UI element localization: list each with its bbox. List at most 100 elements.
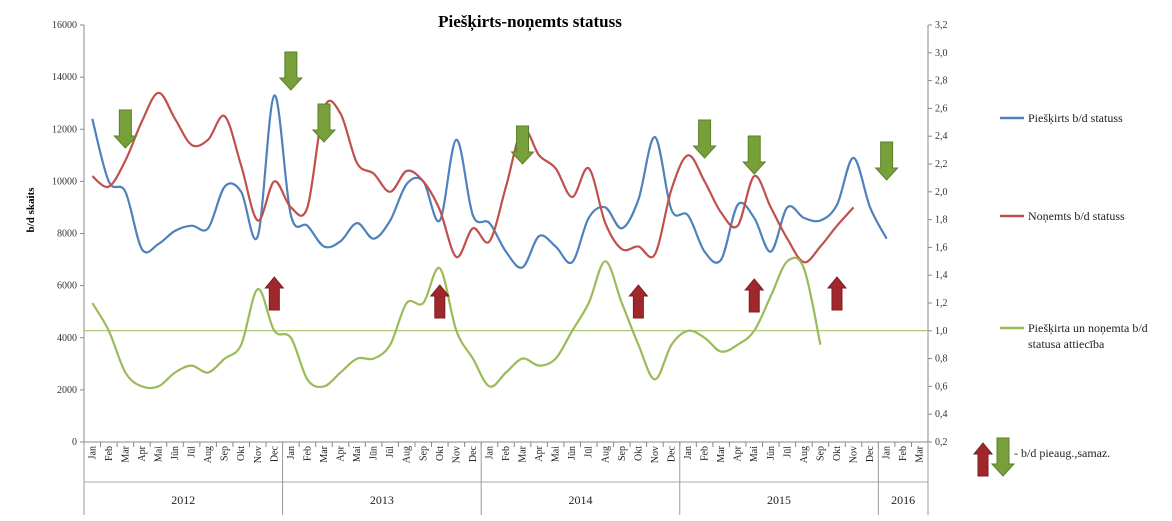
- y-right-tick-label: 2,8: [935, 76, 948, 87]
- month-label: Apr: [733, 445, 744, 461]
- decrease-arrow: [510, 125, 535, 165]
- month-label: Aug: [600, 446, 611, 463]
- month-label: Dec: [269, 445, 280, 462]
- y-left-tick-label: 14000: [52, 72, 77, 83]
- month-label: Jan: [286, 446, 297, 459]
- month-label: Jūn: [170, 446, 181, 460]
- month-label: Jūl: [584, 446, 595, 458]
- y-right-tick-label: 2,2: [935, 159, 948, 170]
- y-left-tick-label: 8000: [57, 229, 77, 240]
- y-right-tick-label: 0,2: [935, 437, 948, 448]
- y-right-tick-label: 1,4: [935, 270, 948, 281]
- arrow-legend: - b/d pieaug.,samaz.: [972, 437, 1110, 477]
- month-label: Okt: [236, 446, 247, 461]
- legend-increase-arrow-icon: [972, 442, 994, 477]
- month-label: Mar: [518, 445, 529, 462]
- year-label: 2013: [370, 493, 394, 507]
- y-right-tick-label: 1,2: [935, 298, 948, 309]
- decrease-arrow: [311, 103, 337, 143]
- month-label: Mar: [716, 445, 727, 462]
- month-label: Aug: [203, 446, 214, 463]
- y-left-tick-label: 6000: [57, 281, 77, 292]
- month-label: Mar: [319, 445, 330, 462]
- month-label: Mai: [153, 446, 164, 462]
- month-label: Jan: [484, 446, 495, 459]
- y-left-tick-label: 0: [72, 437, 77, 448]
- month-label: Mai: [749, 446, 760, 462]
- y-right-tick-label: 1,6: [935, 242, 948, 253]
- month-label: Jan: [882, 446, 893, 459]
- month-label: Mai: [551, 446, 562, 462]
- y-left-tick-label: 12000: [52, 124, 77, 135]
- month-label: Feb: [302, 446, 313, 461]
- year-label: 2012: [171, 493, 195, 507]
- decrease-arrow: [278, 51, 303, 91]
- month-label: Okt: [832, 446, 843, 461]
- y-right-tick-label: 3,0: [935, 48, 948, 59]
- month-label: Okt: [633, 446, 644, 461]
- legend-decrease-arrow-icon: [990, 437, 1016, 477]
- month-label: Feb: [700, 446, 711, 461]
- month-label: Sep: [815, 446, 826, 461]
- y-right-tick-label: 0,4: [935, 409, 948, 420]
- month-label: Feb: [501, 446, 512, 461]
- month-label: Sep: [418, 446, 429, 461]
- legend-label: Piešķirts b/d statuss: [1028, 111, 1123, 125]
- year-label: 2015: [767, 493, 791, 507]
- month-label: Mar: [120, 445, 131, 462]
- decrease-arrow: [742, 135, 767, 175]
- year-label: 2014: [568, 493, 592, 507]
- month-label: Feb: [898, 446, 909, 461]
- y-right-tick-label: 1,8: [935, 215, 948, 226]
- increase-arrow: [744, 278, 765, 313]
- month-label: Jan: [87, 446, 98, 459]
- y-right-tick-label: 1,0: [935, 326, 948, 337]
- decrease-arrow: [692, 119, 717, 159]
- month-label: Jūn: [369, 446, 380, 460]
- increase-arrow: [628, 284, 649, 319]
- y-left-tick-label: 16000: [52, 20, 77, 31]
- y-left-tick-label: 2000: [57, 385, 77, 396]
- month-label: Jūl: [385, 446, 396, 458]
- month-label: Jūn: [766, 446, 777, 460]
- month-label: Mai: [352, 446, 363, 462]
- increase-arrow: [826, 276, 848, 311]
- decrease-arrow: [113, 109, 138, 149]
- legend-label: Piešķirta un noņemta b/d statusa attiecīb…: [1028, 321, 1148, 351]
- month-label: Dec: [666, 445, 677, 462]
- month-label: Apr: [534, 445, 545, 461]
- y-right-tick-label: 0,8: [935, 354, 948, 365]
- y-right-tick-label: 0,6: [935, 381, 948, 392]
- month-label: Apr: [137, 445, 148, 461]
- month-label: Apr: [336, 445, 347, 461]
- chart-title: Piešķirts-noņemts statuss: [438, 12, 622, 32]
- y-left-tick-label: 4000: [57, 333, 77, 344]
- month-label: Nov: [451, 446, 462, 463]
- month-label: Feb: [104, 446, 115, 461]
- series-line-removed: [91, 91, 855, 264]
- year-label: 2016: [891, 493, 915, 507]
- month-label: Aug: [402, 446, 413, 463]
- y-left-tick-label: 10000: [52, 176, 77, 187]
- month-label: Okt: [435, 446, 446, 461]
- arrow-legend-text: - b/d pieaug.,samaz.: [1014, 446, 1110, 460]
- increase-arrow: [264, 276, 285, 311]
- series-line-ratio: [91, 256, 822, 390]
- legend: Piešķirts b/d statuss Noņemts b/d statuss…: [1000, 111, 1148, 351]
- month-label: Dec: [865, 445, 876, 462]
- y-right-tick-label: 2,6: [935, 103, 948, 114]
- y-axis-label: b/d skaits: [25, 187, 37, 233]
- month-label: Nov: [849, 446, 860, 463]
- plot-area: 0 2000 4000 6000 8000 10000 12000 14000 16000 0,2…: [52, 20, 948, 515]
- y-right-tick-label: 3,2: [935, 20, 948, 31]
- decrease-arrow: [874, 141, 899, 181]
- month-label: Dec: [468, 445, 479, 462]
- month-label: Jūn: [567, 446, 578, 460]
- month-label: Sep: [220, 446, 231, 461]
- month-label: Sep: [617, 446, 628, 461]
- month-label: Jūl: [187, 446, 198, 458]
- month-label: Nov: [253, 446, 264, 463]
- month-label: Jūl: [782, 446, 793, 458]
- legend-label: Noņemts b/d statuss: [1028, 209, 1125, 223]
